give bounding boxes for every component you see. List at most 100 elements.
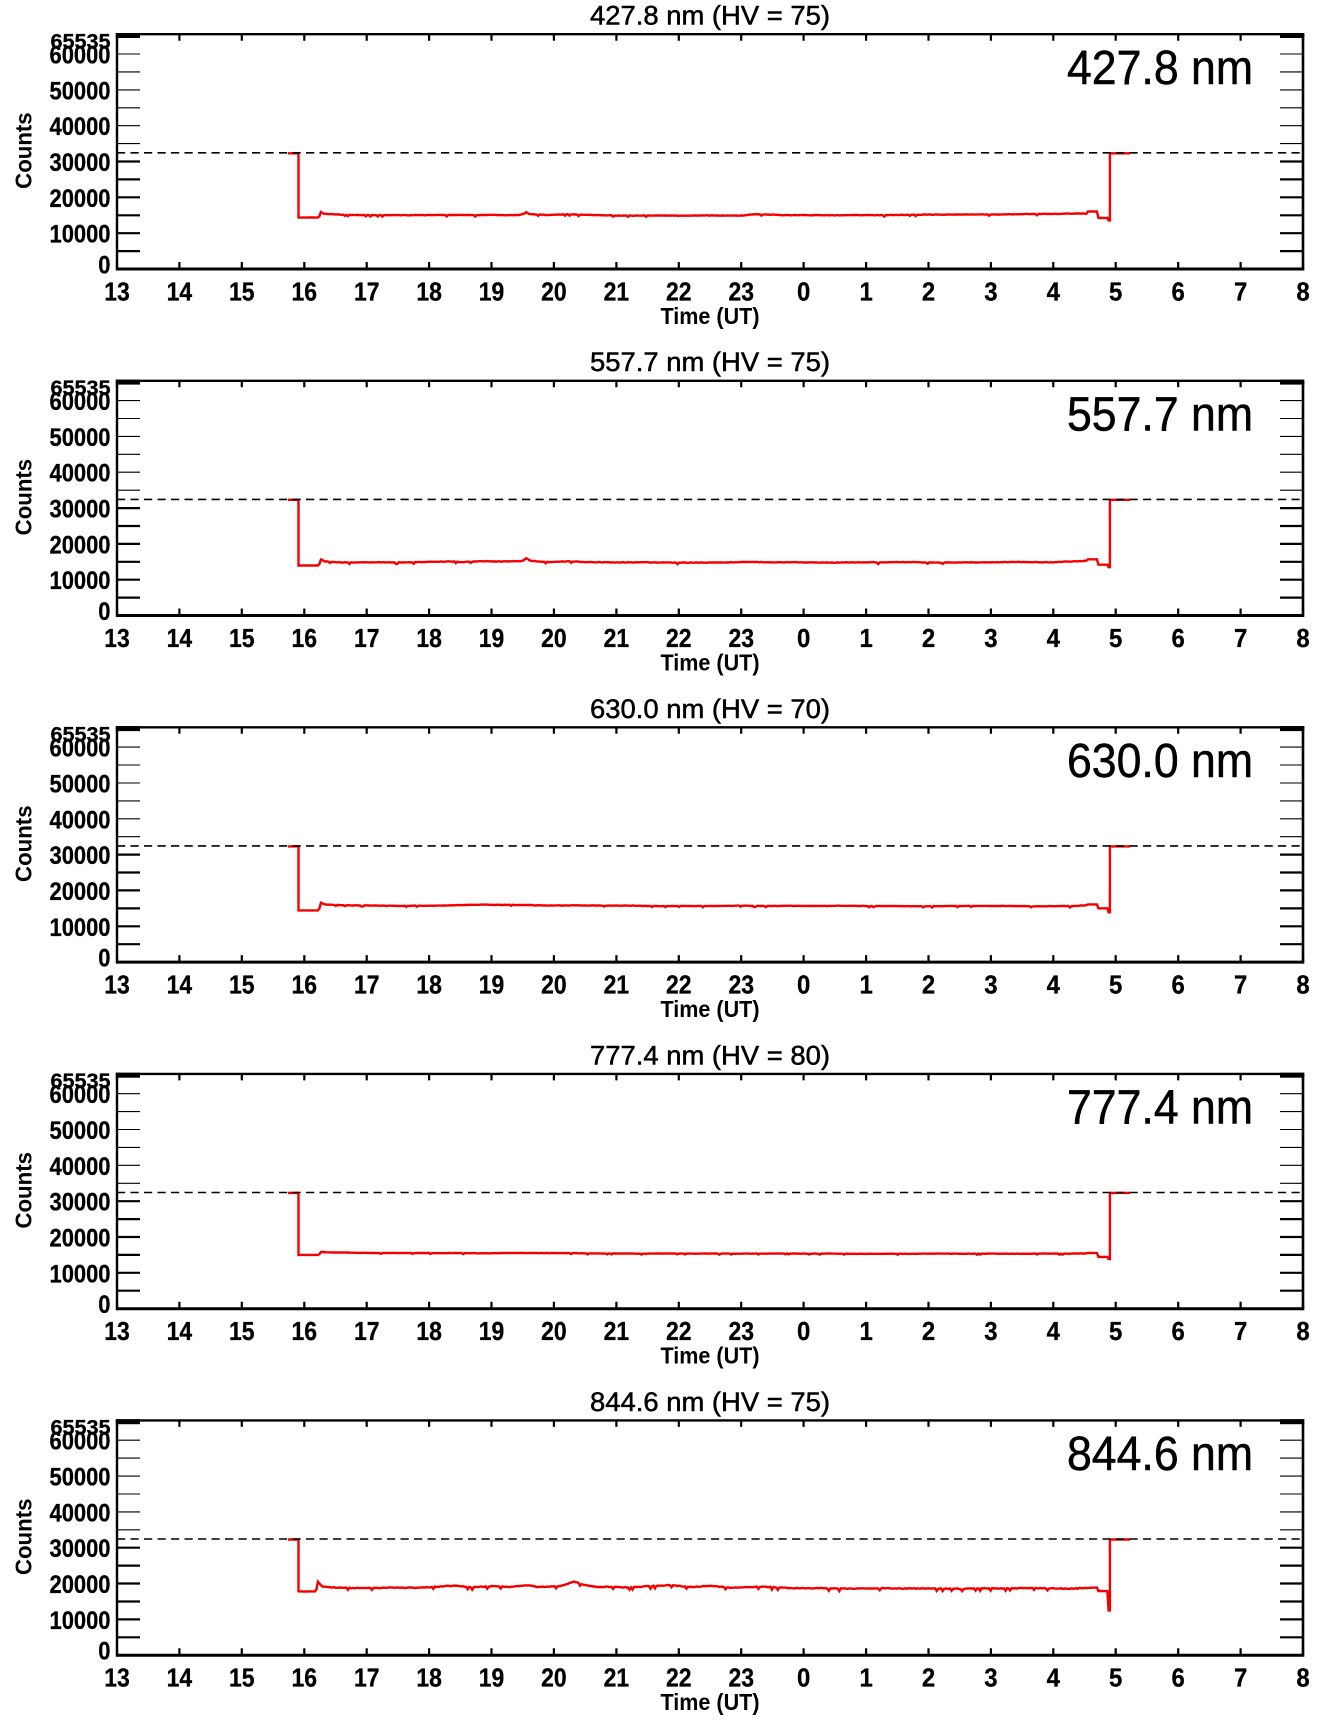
svg-text:40000: 40000 <box>50 460 111 488</box>
svg-text:50000: 50000 <box>50 77 111 105</box>
svg-text:3: 3 <box>984 277 997 307</box>
svg-text:14: 14 <box>167 1663 193 1693</box>
svg-text:8: 8 <box>1296 970 1309 1000</box>
svg-text:16: 16 <box>292 277 318 307</box>
svg-text:7: 7 <box>1234 277 1247 307</box>
svg-text:60000: 60000 <box>50 42 111 70</box>
svg-text:6: 6 <box>1172 1663 1185 1693</box>
svg-text:30000: 30000 <box>50 149 111 177</box>
svg-text:7: 7 <box>1234 1316 1247 1346</box>
svg-text:2: 2 <box>922 623 935 653</box>
svg-text:1: 1 <box>859 970 872 1000</box>
svg-text:50000: 50000 <box>50 424 111 452</box>
svg-text:0: 0 <box>98 1291 110 1319</box>
svg-text:7: 7 <box>1234 623 1247 653</box>
svg-text:40000: 40000 <box>50 1499 111 1527</box>
svg-text:10000: 10000 <box>50 221 111 249</box>
svg-text:17: 17 <box>354 1663 380 1693</box>
svg-text:18: 18 <box>416 1663 442 1693</box>
svg-text:23: 23 <box>728 277 754 307</box>
svg-text:20: 20 <box>541 970 567 1000</box>
svg-text:20: 20 <box>541 1316 567 1346</box>
svg-text:15: 15 <box>229 623 255 653</box>
svg-text:22: 22 <box>666 277 692 307</box>
svg-text:15: 15 <box>229 277 255 307</box>
svg-text:0: 0 <box>797 277 810 307</box>
svg-text:6: 6 <box>1172 1316 1185 1346</box>
svg-text:19: 19 <box>479 623 505 653</box>
svg-text:Counts: Counts <box>11 805 37 882</box>
svg-text:2: 2 <box>922 1663 935 1693</box>
svg-text:22: 22 <box>666 1663 692 1693</box>
svg-text:8: 8 <box>1296 277 1309 307</box>
svg-text:Counts: Counts <box>11 1499 37 1576</box>
svg-text:777.4 nm (HV = 80): 777.4 nm (HV = 80) <box>590 1040 830 1070</box>
svg-text:15: 15 <box>229 1316 255 1346</box>
svg-text:4: 4 <box>1047 1663 1061 1693</box>
svg-text:65535: 65535 <box>51 29 111 53</box>
svg-text:630.0 nm (HV = 70): 630.0 nm (HV = 70) <box>590 694 830 724</box>
svg-text:13: 13 <box>104 277 130 307</box>
svg-text:22: 22 <box>666 1316 692 1346</box>
svg-text:30000: 30000 <box>50 842 111 870</box>
svg-text:8: 8 <box>1296 1663 1309 1693</box>
svg-text:22: 22 <box>666 970 692 1000</box>
svg-text:20000: 20000 <box>50 531 111 559</box>
svg-text:50000: 50000 <box>50 771 111 799</box>
svg-text:20000: 20000 <box>50 185 111 213</box>
svg-text:2: 2 <box>922 1316 935 1346</box>
svg-text:4: 4 <box>1047 1316 1061 1346</box>
svg-text:14: 14 <box>167 970 193 1000</box>
svg-text:8: 8 <box>1296 1316 1309 1346</box>
svg-text:17: 17 <box>354 970 380 1000</box>
svg-text:5: 5 <box>1109 970 1122 1000</box>
svg-text:18: 18 <box>416 1316 442 1346</box>
svg-text:21: 21 <box>604 277 630 307</box>
svg-text:19: 19 <box>479 277 505 307</box>
svg-text:20000: 20000 <box>50 878 111 906</box>
svg-text:21: 21 <box>604 1316 630 1346</box>
svg-text:1: 1 <box>859 1316 872 1346</box>
svg-text:13: 13 <box>104 1663 130 1693</box>
svg-text:5: 5 <box>1109 1663 1122 1693</box>
svg-text:21: 21 <box>604 970 630 1000</box>
svg-text:18: 18 <box>416 623 442 653</box>
svg-text:16: 16 <box>292 623 318 653</box>
svg-text:4: 4 <box>1047 623 1061 653</box>
svg-text:19: 19 <box>479 1316 505 1346</box>
svg-text:65535: 65535 <box>51 1416 111 1440</box>
svg-text:13: 13 <box>104 970 130 1000</box>
svg-text:18: 18 <box>416 970 442 1000</box>
svg-text:20000: 20000 <box>50 1225 111 1253</box>
svg-text:40000: 40000 <box>50 1153 111 1181</box>
svg-text:30000: 30000 <box>50 1535 111 1563</box>
svg-text:5: 5 <box>1109 277 1122 307</box>
svg-text:3: 3 <box>984 1316 997 1346</box>
svg-text:557.7 nm: 557.7 nm <box>1067 389 1253 442</box>
svg-text:65535: 65535 <box>51 1069 111 1093</box>
svg-text:1: 1 <box>859 623 872 653</box>
svg-text:4: 4 <box>1047 277 1061 307</box>
svg-text:3: 3 <box>984 970 997 1000</box>
svg-text:630.0 nm: 630.0 nm <box>1067 735 1253 788</box>
svg-text:20: 20 <box>541 1663 567 1693</box>
svg-text:50000: 50000 <box>50 1464 111 1492</box>
svg-text:65535: 65535 <box>51 376 111 400</box>
svg-text:3: 3 <box>984 623 997 653</box>
svg-text:844.6 nm: 844.6 nm <box>1067 1428 1253 1481</box>
svg-text:30000: 30000 <box>50 496 111 524</box>
svg-text:13: 13 <box>104 1316 130 1346</box>
svg-text:4: 4 <box>1047 970 1061 1000</box>
svg-text:60000: 60000 <box>50 735 111 763</box>
svg-text:Counts: Counts <box>11 459 37 535</box>
svg-text:60000: 60000 <box>50 388 111 416</box>
svg-text:23: 23 <box>728 623 754 653</box>
svg-text:60000: 60000 <box>50 1081 111 1109</box>
svg-text:Time (UT): Time (UT) <box>661 650 760 676</box>
svg-text:5: 5 <box>1109 623 1122 653</box>
svg-text:20: 20 <box>541 623 567 653</box>
svg-text:23: 23 <box>728 1663 754 1693</box>
svg-text:20: 20 <box>541 277 567 307</box>
svg-text:2: 2 <box>922 970 935 1000</box>
svg-text:Time (UT): Time (UT) <box>661 1343 760 1369</box>
